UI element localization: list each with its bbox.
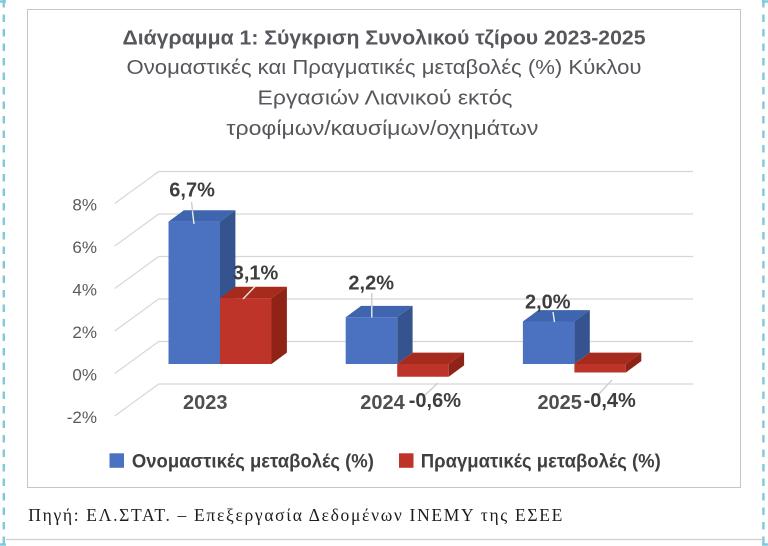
svg-text:3,1%: 3,1% (233, 262, 279, 284)
svg-text:2,2%: 2,2% (348, 272, 394, 294)
svg-text:8%: 8% (72, 196, 97, 215)
svg-text:6%: 6% (72, 238, 97, 257)
svg-text:-2%: -2% (67, 408, 97, 427)
svg-text:2%: 2% (72, 323, 97, 342)
svg-text:-0,6%: -0,6% (409, 390, 461, 412)
svg-text:Εργασιών Λιανικού εκτός: Εργασιών Λιανικού εκτός (258, 88, 513, 110)
svg-text:2024: 2024 (360, 392, 405, 414)
svg-text:Πραγματικές μεταβολές (%): Πραγματικές μεταβολές (%) (421, 452, 661, 473)
svg-text:2025: 2025 (537, 392, 582, 414)
svg-text:6,7%: 6,7% (169, 179, 215, 201)
svg-text:-0,4%: -0,4% (584, 390, 636, 412)
svg-text:4%: 4% (72, 281, 97, 300)
svg-text:Ονομαστικές και Πραγματικές με: Ονομαστικές και Πραγματικές μεταβολές (%… (127, 57, 642, 79)
svg-text:2,0%: 2,0% (525, 291, 571, 313)
svg-text:Ονομαστικές μεταβολές (%): Ονομαστικές μεταβολές (%) (132, 452, 374, 473)
svg-text:Πηγή: ΕΛ.ΣΤΑΤ. – Επεξεργασία Δ: Πηγή: ΕΛ.ΣΤΑΤ. – Επεξεργασία Δεδομένων Ι… (28, 505, 562, 525)
svg-text:0%: 0% (72, 366, 97, 385)
svg-text:τροφίμων/καυσίμων/οχημάτων: τροφίμων/καυσίμων/οχημάτων (226, 118, 538, 140)
svg-text:Διάγραμμα 1: Σύγκριση Συνολικο: Διάγραμμα 1: Σύγκριση Συνολικού τζίρου 2… (123, 28, 646, 50)
svg-text:2023: 2023 (183, 392, 228, 414)
